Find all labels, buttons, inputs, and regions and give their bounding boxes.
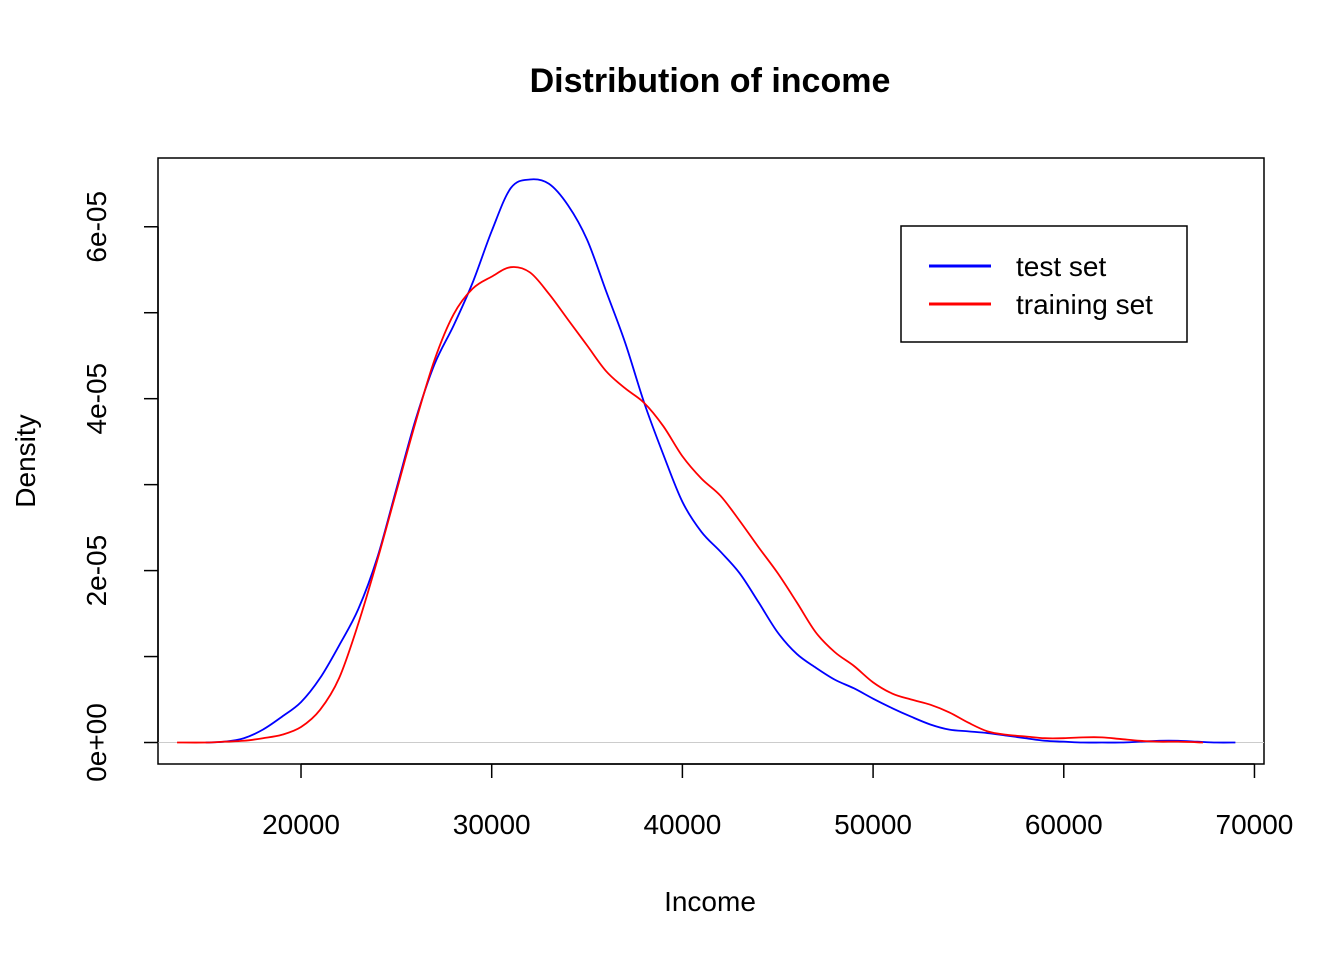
legend: test set training set bbox=[900, 225, 1188, 343]
y-tick-label: 2e-05 bbox=[81, 535, 112, 607]
y-axis: 0e+00 2e-05 4e-05 6e-05 bbox=[81, 191, 159, 782]
x-tick-label: 20000 bbox=[262, 809, 340, 840]
x-tick-label: 50000 bbox=[834, 809, 912, 840]
y-tick-label: 6e-05 bbox=[81, 191, 112, 263]
legend-box bbox=[900, 225, 1188, 343]
series-line-training-set bbox=[177, 266, 1204, 744]
y-axis-label: Density bbox=[10, 414, 41, 507]
legend-label: training set bbox=[1016, 289, 1153, 320]
x-tick-label: 70000 bbox=[1216, 809, 1294, 840]
series-group bbox=[177, 178, 1236, 744]
x-tick-label: 40000 bbox=[643, 809, 721, 840]
legend-label: test set bbox=[1016, 251, 1106, 282]
x-axis: 20000 30000 40000 50000 60000 70000 bbox=[262, 763, 1294, 840]
x-tick-label: 60000 bbox=[1025, 809, 1103, 840]
chart-title: Distribution of income bbox=[530, 62, 891, 100]
x-axis-label: Income bbox=[664, 886, 756, 917]
y-tick-label: 0e+00 bbox=[81, 703, 112, 782]
x-tick-label: 30000 bbox=[453, 809, 531, 840]
y-tick-label: 4e-05 bbox=[81, 363, 112, 435]
